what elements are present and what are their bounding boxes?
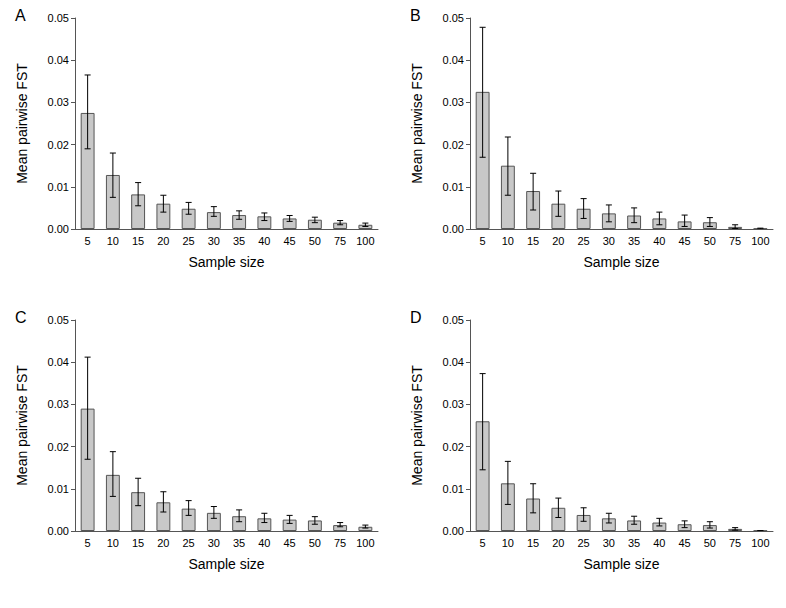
svg-text:Sample size: Sample size xyxy=(188,254,264,270)
svg-text:40: 40 xyxy=(258,537,270,549)
svg-text:50: 50 xyxy=(309,235,321,247)
svg-text:0.05: 0.05 xyxy=(48,314,69,326)
svg-text:100: 100 xyxy=(356,235,374,247)
svg-text:75: 75 xyxy=(334,235,346,247)
svg-text:10: 10 xyxy=(107,537,119,549)
svg-text:B: B xyxy=(410,7,421,24)
svg-text:40: 40 xyxy=(653,235,665,247)
svg-text:0.01: 0.01 xyxy=(48,181,69,193)
svg-text:0.02: 0.02 xyxy=(48,441,69,453)
svg-text:C: C xyxy=(15,309,27,326)
svg-text:5: 5 xyxy=(480,235,486,247)
svg-text:100: 100 xyxy=(356,537,374,549)
svg-text:0.04: 0.04 xyxy=(48,54,69,66)
svg-text:15: 15 xyxy=(132,235,144,247)
svg-text:30: 30 xyxy=(603,537,615,549)
svg-text:0.05: 0.05 xyxy=(48,12,69,24)
svg-text:0.00: 0.00 xyxy=(443,223,464,235)
svg-text:0.01: 0.01 xyxy=(48,483,69,495)
svg-text:Mean pairwise FST: Mean pairwise FST xyxy=(409,365,425,486)
svg-text:45: 45 xyxy=(284,537,296,549)
svg-text:0.03: 0.03 xyxy=(443,96,464,108)
svg-text:30: 30 xyxy=(208,537,220,549)
svg-text:A: A xyxy=(15,7,26,24)
svg-text:45: 45 xyxy=(284,235,296,247)
svg-text:45: 45 xyxy=(679,235,691,247)
svg-text:35: 35 xyxy=(628,235,640,247)
svg-text:0.02: 0.02 xyxy=(443,139,464,151)
svg-text:Mean pairwise FST: Mean pairwise FST xyxy=(14,365,30,486)
svg-text:0.01: 0.01 xyxy=(443,181,464,193)
svg-text:25: 25 xyxy=(183,235,195,247)
svg-text:D: D xyxy=(410,309,422,326)
svg-text:0.05: 0.05 xyxy=(443,12,464,24)
svg-text:45: 45 xyxy=(679,537,691,549)
svg-text:0.00: 0.00 xyxy=(48,525,69,537)
svg-text:20: 20 xyxy=(552,537,564,549)
svg-text:30: 30 xyxy=(208,235,220,247)
svg-text:10: 10 xyxy=(502,235,514,247)
svg-text:0.01: 0.01 xyxy=(443,483,464,495)
svg-text:0.04: 0.04 xyxy=(443,54,464,66)
svg-text:0.00: 0.00 xyxy=(48,223,69,235)
svg-text:0.03: 0.03 xyxy=(443,398,464,410)
svg-text:0.03: 0.03 xyxy=(48,398,69,410)
svg-text:0.05: 0.05 xyxy=(443,314,464,326)
svg-text:10: 10 xyxy=(502,537,514,549)
svg-text:35: 35 xyxy=(233,235,245,247)
svg-text:5: 5 xyxy=(85,235,91,247)
svg-text:5: 5 xyxy=(480,537,486,549)
svg-text:25: 25 xyxy=(578,235,590,247)
svg-text:20: 20 xyxy=(157,235,169,247)
svg-text:5: 5 xyxy=(85,537,91,549)
svg-text:35: 35 xyxy=(233,537,245,549)
svg-text:Mean pairwise FST: Mean pairwise FST xyxy=(14,63,30,184)
svg-text:25: 25 xyxy=(578,537,590,549)
svg-text:75: 75 xyxy=(729,235,741,247)
svg-text:75: 75 xyxy=(334,537,346,549)
svg-text:15: 15 xyxy=(527,537,539,549)
svg-text:0.02: 0.02 xyxy=(443,441,464,453)
svg-text:0.00: 0.00 xyxy=(443,525,464,537)
svg-text:50: 50 xyxy=(704,537,716,549)
svg-text:30: 30 xyxy=(603,235,615,247)
svg-text:10: 10 xyxy=(107,235,119,247)
svg-text:50: 50 xyxy=(309,537,321,549)
svg-text:Sample size: Sample size xyxy=(583,254,659,270)
svg-text:Mean pairwise FST: Mean pairwise FST xyxy=(409,63,425,184)
svg-text:100: 100 xyxy=(751,235,769,247)
svg-text:40: 40 xyxy=(653,537,665,549)
svg-text:15: 15 xyxy=(132,537,144,549)
svg-text:0.02: 0.02 xyxy=(48,139,69,151)
svg-text:75: 75 xyxy=(729,537,741,549)
svg-text:25: 25 xyxy=(183,537,195,549)
svg-text:35: 35 xyxy=(628,537,640,549)
svg-text:40: 40 xyxy=(258,235,270,247)
svg-text:0.04: 0.04 xyxy=(48,356,69,368)
svg-text:15: 15 xyxy=(527,235,539,247)
svg-text:0.03: 0.03 xyxy=(48,96,69,108)
svg-text:0.04: 0.04 xyxy=(443,356,464,368)
svg-text:100: 100 xyxy=(751,537,769,549)
svg-text:50: 50 xyxy=(704,235,716,247)
svg-text:20: 20 xyxy=(552,235,564,247)
svg-text:Sample size: Sample size xyxy=(188,556,264,572)
svg-text:Sample size: Sample size xyxy=(583,556,659,572)
svg-text:20: 20 xyxy=(157,537,169,549)
